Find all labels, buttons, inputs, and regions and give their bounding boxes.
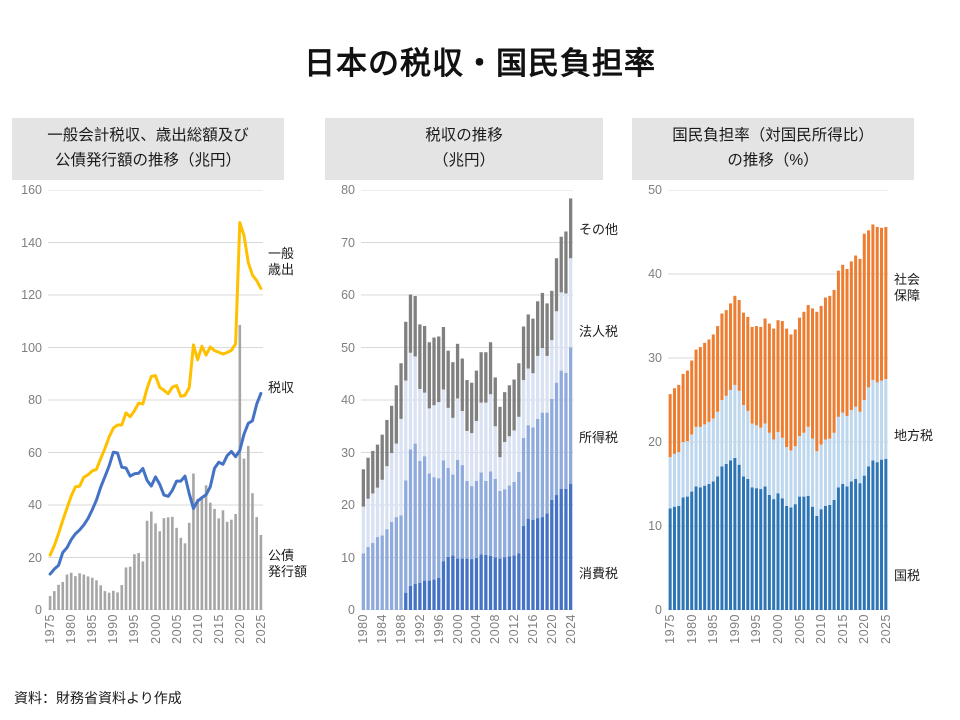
x-tick-label: 1980 [64, 614, 79, 644]
y-tick-label: 60 [341, 288, 355, 302]
y-tick-label: 20 [648, 435, 662, 449]
x-tick-label: 2015 [211, 614, 226, 644]
x-tick-label: 2008 [488, 614, 503, 644]
y-tick-label: 20 [28, 550, 42, 565]
x-tick-label: 2024 [563, 614, 578, 644]
chart2-title: 税収の推移 （兆円） [325, 118, 603, 180]
series-label-sonota: その他 [579, 222, 619, 237]
chart3-plot-area: 0 10 20 30 40 50 1975 1980 1985 1990 1995 2000 2005… [632, 183, 948, 644]
series-label-shouhizei: 消費税 [579, 566, 619, 581]
series-label-houjinzei: 法人税 [579, 324, 619, 339]
x-tick-label: 2016 [525, 614, 540, 644]
x-tick-label: 1975 [43, 614, 58, 644]
y-tick-label: 0 [35, 603, 42, 617]
chart-panel-tax-revenue: 税収の推移 （兆円） 0 10 20 30 40 50 60 70 80 1980 1984 198… [325, 118, 620, 644]
x-tick-label: 2020 [232, 614, 247, 644]
chart3-y-axis: 0 10 20 30 40 50 [632, 183, 666, 617]
chart-panel-general-account: 一般会計税収、歳出総額及び 公債発行額の推移（兆円） 0 20 40 60 80 100 1… [12, 118, 312, 644]
x-tick-label: 2020 [544, 614, 559, 644]
y-tick-label: 10 [648, 519, 662, 533]
x-tick-label: 2004 [469, 614, 484, 644]
x-tick-label: 2012 [507, 614, 522, 644]
x-tick-label: 1992 [412, 614, 427, 644]
y-tick-label: 10 [341, 550, 355, 565]
chart2-plot-area: 0 10 20 30 40 50 60 70 80 1980 1984 1988 1992 1996 20… [325, 183, 620, 644]
y-tick-label: 40 [341, 393, 355, 407]
y-tick-label: 40 [28, 498, 42, 512]
chart1-plot-area: 0 20 40 60 80 100 120 140 160 1975 1980 1985 1990 19… [12, 183, 312, 644]
y-tick-label: 30 [648, 351, 662, 365]
x-tick-label: 1980 [356, 614, 371, 644]
y-tick-label: 50 [648, 183, 662, 197]
y-tick-label: 50 [341, 340, 355, 355]
chart2-y-axis: 0 10 20 30 40 50 60 70 80 [325, 183, 359, 617]
page-title: 日本の税収・国民負担率 [304, 46, 656, 81]
x-tick-label: 1980 [684, 614, 699, 644]
series-label-ippan-saishutsu: 一般 歳出 [268, 246, 295, 277]
series-label-shotokuzei: 所得税 [579, 430, 619, 445]
x-tick-label: 2000 [148, 614, 163, 644]
series-label-zeishu: 税収 [268, 380, 295, 395]
chart1-title: 一般会計税収、歳出総額及び 公債発行額の推移（兆円） [12, 118, 284, 180]
y-tick-label: 140 [21, 235, 42, 250]
y-tick-label: 100 [21, 340, 42, 355]
x-tick-label: 1984 [375, 614, 390, 644]
y-tick-label: 0 [348, 603, 355, 617]
x-tick-label: 2025 [253, 614, 268, 644]
y-tick-label: 60 [28, 445, 42, 460]
y-tick-label: 120 [21, 288, 42, 302]
chart1-y-axis: 0 20 40 60 80 100 120 140 160 [12, 183, 46, 617]
y-tick-label: 0 [655, 603, 662, 617]
source-note: 資料：財務省資料より作成 [14, 690, 182, 706]
x-tick-label: 2000 [450, 614, 465, 644]
y-tick-label: 20 [341, 498, 355, 512]
x-tick-label: 2025 [878, 614, 893, 644]
series-label-shakaihoshou: 社会 保障 [894, 272, 921, 303]
series-label-kokuzei: 国税 [894, 568, 921, 583]
x-tick-label: 2010 [814, 614, 829, 644]
y-tick-label: 40 [648, 267, 662, 281]
x-tick-label: 1995 [749, 614, 764, 644]
x-tick-label: 2020 [857, 614, 872, 644]
y-tick-label: 30 [341, 445, 355, 460]
x-tick-label: 2005 [169, 614, 184, 644]
x-tick-label: 2005 [792, 614, 807, 644]
x-tick-label: 1988 [394, 614, 409, 644]
series-label-kousai: 公債 発行額 [268, 548, 308, 579]
x-tick-label: 1990 [106, 614, 121, 644]
x-tick-label: 1975 [663, 614, 678, 644]
y-tick-label: 160 [21, 183, 42, 197]
y-tick-label: 80 [341, 183, 355, 197]
y-tick-label: 70 [341, 235, 355, 250]
x-tick-label: 2015 [835, 614, 850, 644]
x-tick-label: 2000 [771, 614, 785, 644]
x-tick-label: 1996 [431, 614, 446, 644]
chart-panel-burden-ratio: 国民負担率（対国民所得比） の推移（%） 0 10 20 30 40 50 1975 198… [632, 118, 948, 644]
x-tick-label: 1995 [127, 614, 142, 644]
x-tick-label: 1985 [85, 614, 100, 644]
x-tick-label: 1990 [727, 614, 742, 644]
x-tick-label: 1985 [706, 614, 721, 644]
x-tick-label: 2010 [190, 614, 205, 644]
y-tick-label: 80 [28, 393, 42, 407]
series-label-chihouzei: 地方税 [894, 428, 934, 443]
chart3-title: 国民負担率（対国民所得比） の推移（%） [632, 118, 914, 180]
